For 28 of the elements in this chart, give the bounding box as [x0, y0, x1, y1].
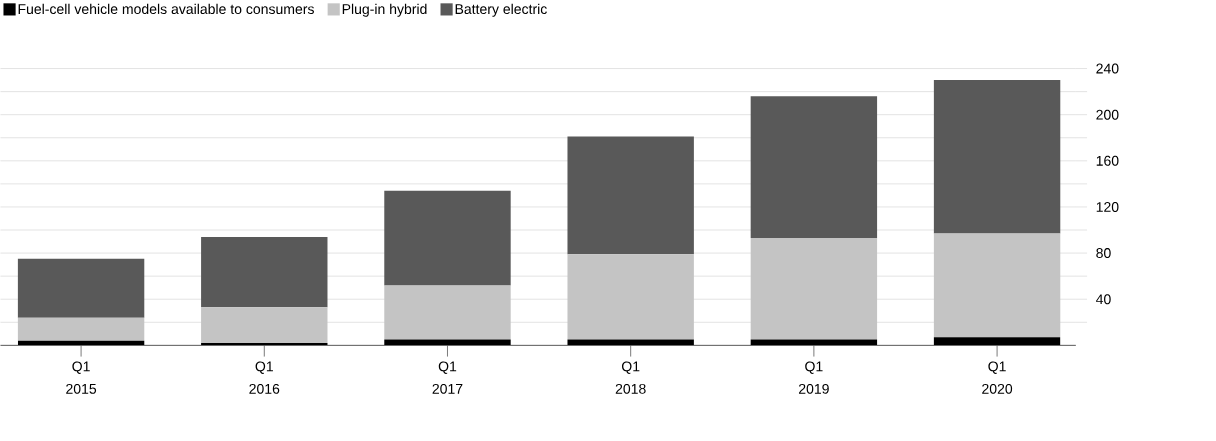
bar: [384, 190, 511, 286]
x-tick-label: Q1 2020: [982, 361, 1013, 394]
bar: [750, 238, 878, 340]
bar: [933, 337, 1061, 346]
bar: [750, 96, 878, 239]
x-tick-label: Q1 2017: [432, 361, 463, 394]
bar: [201, 307, 328, 344]
x-tick-label: Q1 2019: [798, 361, 829, 394]
y-tick-label: 120: [1096, 201, 1119, 212]
y-tick-label: 160: [1096, 155, 1119, 166]
bar: [933, 233, 1061, 338]
bar: [567, 254, 694, 340]
bar: [933, 80, 1061, 234]
x-tick-label: Q1 2018: [615, 361, 646, 394]
y-tick-label: 240: [1096, 63, 1119, 74]
bar: [17, 258, 145, 318]
legend-label: Battery electric: [455, 3, 547, 17]
x-tick-label: Q1 2016: [249, 361, 280, 394]
bar: [567, 136, 694, 255]
y-tick-label: 80: [1096, 248, 1111, 259]
legend-label: Plug-in hybrid: [342, 3, 427, 17]
legend-label: Fuel-cell vehicle models available to consumers: [18, 3, 314, 14]
bar: [17, 317, 145, 341]
bar: [201, 236, 328, 308]
y-tick-label: 200: [1096, 109, 1119, 120]
x-tick-label: Q1 2015: [66, 361, 97, 394]
bar: [384, 285, 511, 340]
y-tick-label: 40: [1096, 294, 1111, 305]
